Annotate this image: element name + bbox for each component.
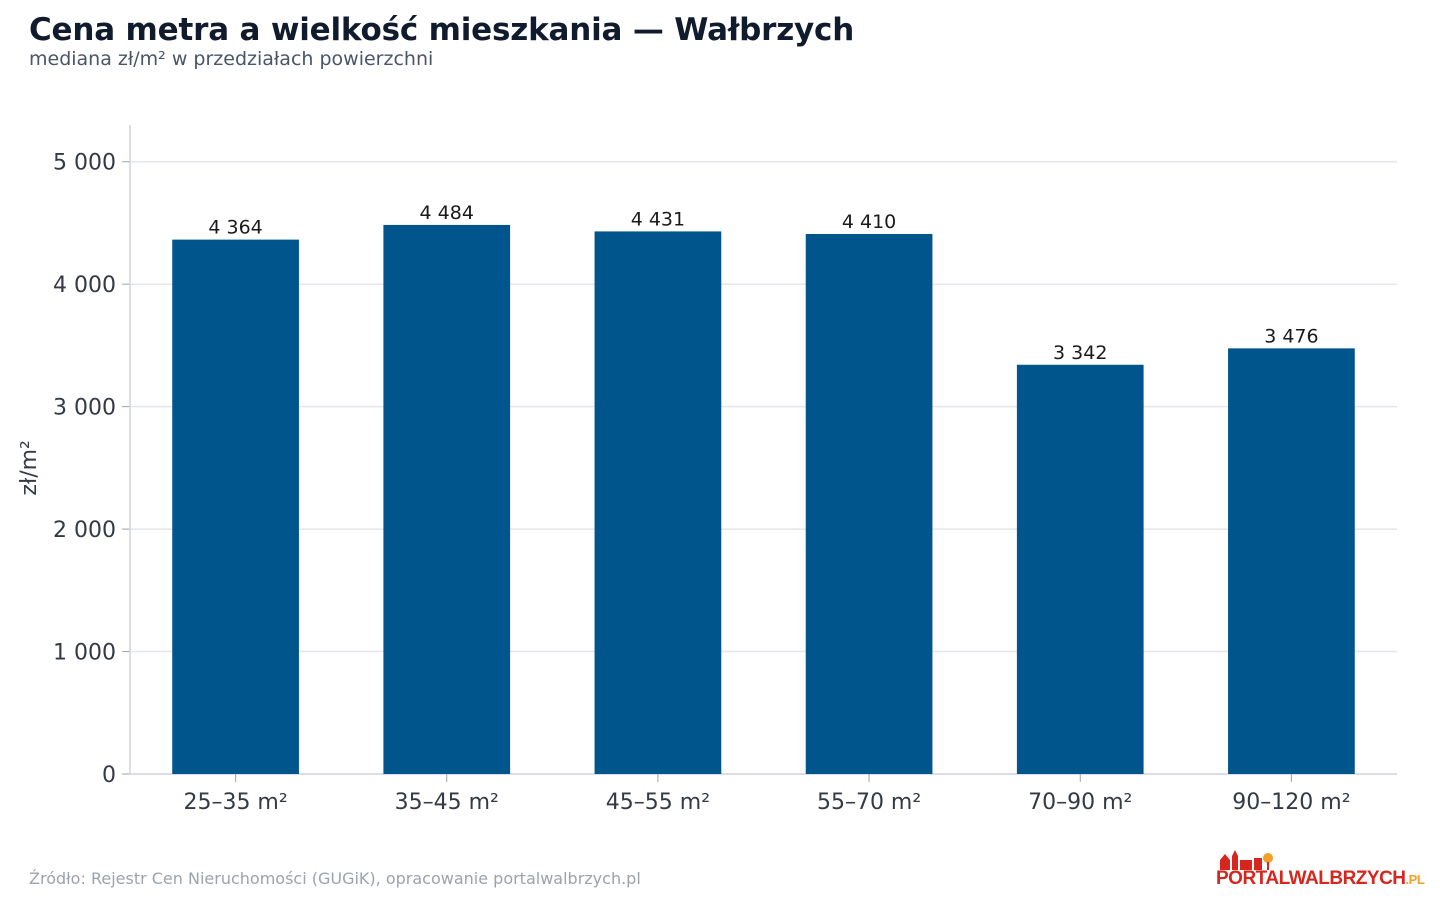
bar [1228, 348, 1355, 774]
y-tick-label: 0 [102, 763, 116, 788]
logo-part-pl: .PL [1405, 872, 1425, 887]
bar-value-label: 4 410 [842, 211, 896, 233]
bar-value-label: 4 484 [420, 202, 474, 224]
x-tick-label: 25–35 m² [183, 790, 287, 815]
x-tick-label: 70–90 m² [1028, 790, 1132, 815]
logo-part-portal: PORTAL [1216, 868, 1289, 889]
bar-value-label: 3 342 [1053, 342, 1107, 364]
logo-text: PORTALWALBRZYCH.PL [1216, 868, 1425, 890]
x-tick-label: 45–55 m² [606, 790, 710, 815]
x-tick-label: 35–45 m² [395, 790, 499, 815]
bar-value-label: 4 431 [631, 208, 685, 230]
bar [172, 239, 299, 774]
bar [805, 233, 933, 774]
y-axis-label: zł/m² [17, 440, 42, 495]
x-tick-label: 55–70 m² [817, 790, 921, 815]
bar [383, 224, 511, 774]
source-note: Źródło: Rejestr Cen Nieruchomości (GUGiK… [29, 869, 641, 888]
bar [1016, 364, 1144, 774]
bar-value-label: 4 364 [208, 217, 262, 239]
town-skyline-icon [1220, 850, 1273, 870]
y-tick-label: 3 000 [53, 396, 116, 421]
y-tick-label: 4 000 [53, 273, 116, 298]
x-tick-label: 90–120 m² [1232, 790, 1350, 815]
bar [594, 231, 722, 775]
y-tick-label: 1 000 [53, 641, 116, 666]
chart-subtitle: mediana zł/m² w przedziałach powierzchni [29, 48, 434, 70]
logo-part-walbrzych: WALBRZYCH [1288, 868, 1406, 889]
portal-logo[interactable]: PORTALWALBRZYCH.PL [1216, 848, 1425, 892]
y-tick-label: 2 000 [53, 518, 116, 543]
bar-value-label: 3 476 [1264, 325, 1318, 347]
y-tick-label: 5 000 [53, 151, 116, 176]
chart-title: Cena metra a wielkość mieszkania — Wałbr… [29, 12, 855, 48]
